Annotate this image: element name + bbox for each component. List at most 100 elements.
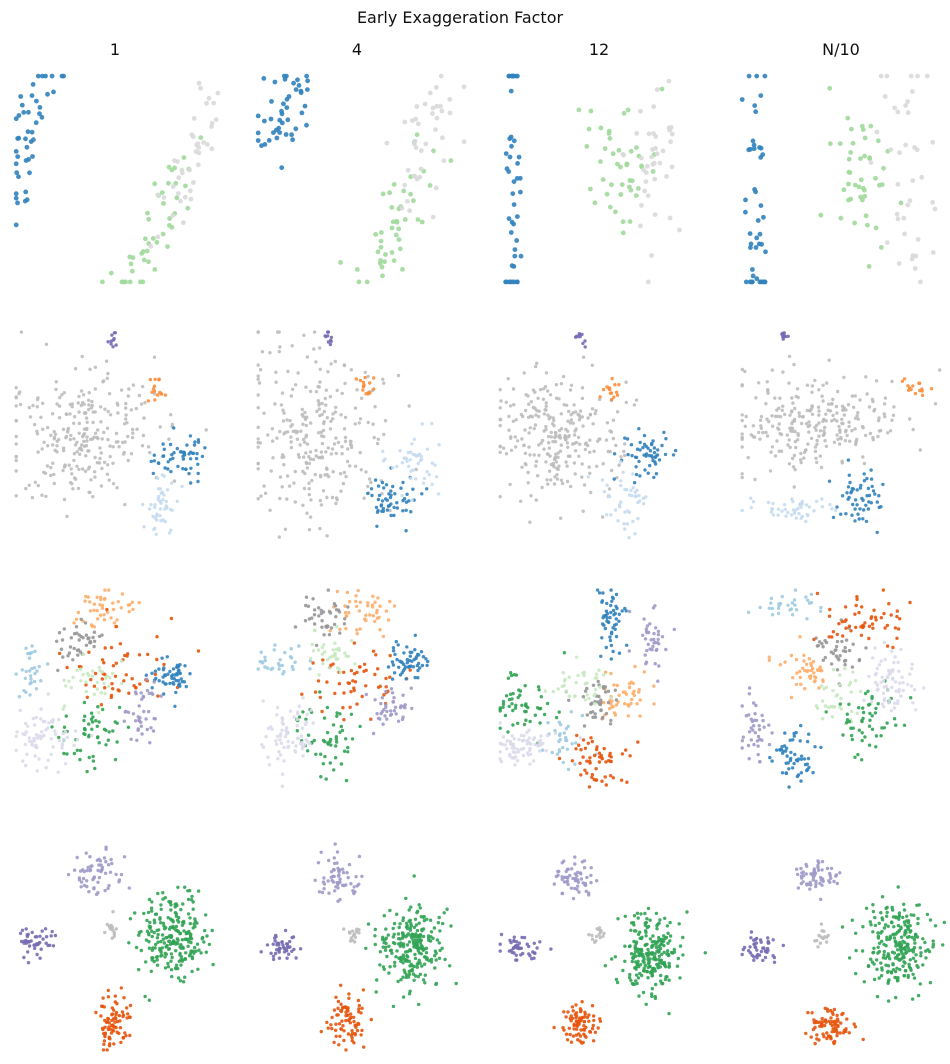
scatter-point [908, 672, 912, 676]
scatter-point [447, 110, 453, 116]
scatter-point [666, 931, 670, 935]
scatter-point [843, 663, 847, 667]
scatter-point [91, 495, 95, 499]
scatter-point [256, 363, 260, 367]
scatter-point [366, 391, 370, 395]
scatter-point [533, 713, 537, 717]
scatter-point [527, 944, 531, 949]
scatter-point [886, 431, 890, 435]
scatter-point [391, 484, 395, 489]
cluster-green [498, 651, 567, 745]
scatter-point [28, 682, 32, 686]
scatter-point [424, 951, 429, 955]
scatter-point [67, 463, 71, 467]
scatter-point [293, 469, 297, 474]
scatter-point [895, 181, 901, 187]
scatter-point [652, 212, 658, 218]
scatter-point [303, 417, 308, 421]
scatter-point [49, 465, 53, 470]
scatter-point [641, 496, 646, 500]
scatter-point [347, 862, 352, 867]
scatter-point [581, 671, 585, 675]
scatter-point [175, 937, 179, 941]
scatter-point [888, 669, 892, 673]
scatter-point [437, 956, 442, 960]
scatter-point [95, 680, 99, 684]
scatter-point [863, 691, 868, 696]
scatter-point [777, 427, 781, 432]
scatter-point [156, 487, 161, 491]
scatter-point [347, 1018, 351, 1023]
scatter-point [787, 381, 791, 385]
scatter-point [330, 495, 335, 500]
scatter-point [404, 508, 408, 512]
scatter-point [802, 653, 806, 657]
cluster-light-gray [587, 926, 606, 944]
scatter-point [363, 617, 367, 621]
scatter-point [318, 690, 322, 694]
scatter-point [307, 455, 311, 459]
scatter-point [352, 686, 356, 690]
scatter-point [818, 212, 824, 218]
scatter-point [599, 654, 603, 658]
scatter-point [188, 935, 193, 939]
scatter-point [650, 987, 654, 991]
scatter-point [138, 682, 142, 686]
scatter-point [81, 868, 85, 872]
scatter-point [361, 380, 366, 384]
scatter-point [862, 472, 866, 476]
scatter-point [835, 505, 839, 509]
scatter-point [629, 443, 634, 447]
scatter-point [384, 705, 388, 709]
scatter-point [153, 946, 157, 950]
scatter-point [341, 1005, 345, 1010]
scatter-point [400, 266, 405, 272]
cluster-blue [255, 73, 310, 171]
scatter-point [318, 498, 323, 503]
scatter-point [165, 488, 170, 492]
scatter-point [103, 1034, 107, 1039]
scatter-point [897, 669, 901, 673]
scatter-point [820, 497, 824, 501]
scatter-point [616, 917, 620, 921]
scatter-point [829, 662, 834, 666]
scatter-point [93, 455, 97, 460]
scatter-point [507, 414, 511, 419]
scatter-point [892, 660, 896, 665]
scatter-point [77, 431, 81, 435]
scatter-point [609, 671, 613, 676]
scatter-point [308, 450, 313, 454]
scatter-point [364, 279, 370, 285]
scatter-point [778, 663, 783, 667]
cluster-gray [814, 618, 868, 688]
scatter-point [349, 368, 353, 372]
scatter-point [39, 415, 43, 419]
scatter-point [887, 602, 891, 606]
scatter-point [107, 684, 111, 688]
scatter-point [79, 617, 83, 621]
scatter-point [855, 597, 859, 602]
scatter-point [266, 138, 272, 143]
scatter-point [743, 209, 748, 215]
scatter-point [583, 698, 587, 702]
scatter-point [609, 610, 613, 615]
scatter-point [522, 734, 526, 738]
scatter-point [33, 946, 37, 951]
scatter-point [634, 465, 638, 469]
scatter-point [587, 933, 591, 937]
scatter-point [821, 717, 825, 721]
scatter-point [625, 437, 630, 441]
scatter-point [328, 761, 332, 765]
scatter-point [361, 988, 366, 992]
scatter-point [31, 403, 35, 408]
scatter-point [415, 121, 421, 127]
scatter-point [894, 689, 898, 693]
scatter-point [34, 687, 39, 691]
scatter-point [549, 478, 553, 482]
scatter-point [407, 208, 412, 214]
scatter-point [317, 385, 321, 389]
scatter-point [384, 685, 388, 689]
scatter-point [304, 722, 308, 727]
scatter-point [147, 946, 152, 950]
scatter-point [562, 880, 567, 884]
